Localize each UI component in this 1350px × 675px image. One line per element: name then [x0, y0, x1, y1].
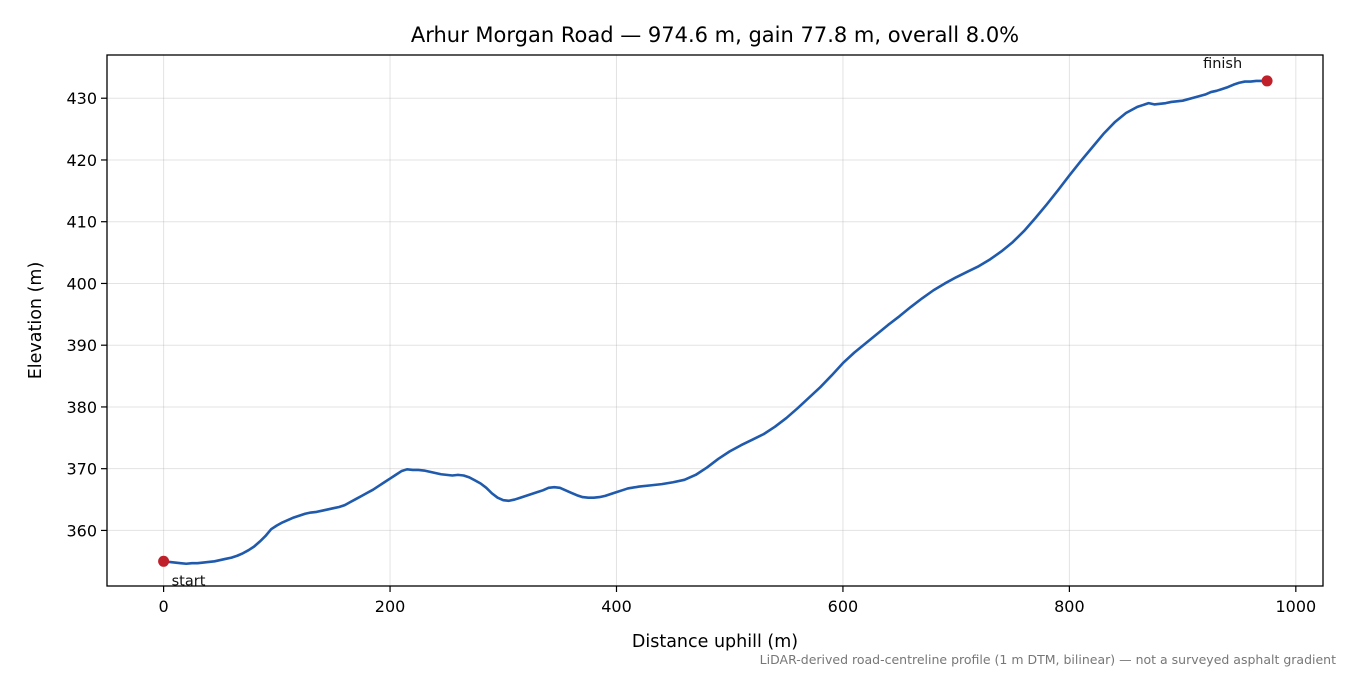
y-tick-label: 400 [66, 274, 97, 293]
start-annotation: start [172, 573, 206, 589]
plot-area-frame [106, 54, 1324, 587]
y-tick-label: 410 [66, 213, 97, 232]
x-tick-label: 1000 [1275, 597, 1316, 616]
x-axis-ticks: 0 200 400 600 800 1000 [159, 586, 1316, 616]
y-tick-label: 430 [66, 89, 97, 108]
x-tick-label: 0 [159, 597, 169, 616]
y-tick-label: 380 [66, 398, 97, 417]
x-tick-label: 600 [828, 597, 859, 616]
finish-annotation: finish [1203, 56, 1242, 72]
y-tick-label: 360 [66, 521, 97, 540]
x-tick-label: 200 [375, 597, 406, 616]
elevation-line [162, 79, 1269, 566]
x-axis-label: Distance uphill (m) [632, 632, 798, 652]
y-axis-label: Elevation (m) [26, 262, 46, 380]
start-marker [158, 555, 170, 567]
footnote: LiDAR-derived road-centreline profile (1… [760, 652, 1336, 667]
x-tick-label: 800 [1054, 597, 1085, 616]
y-tick-label: 390 [66, 336, 97, 355]
grid [107, 55, 1323, 586]
y-tick-label: 370 [66, 460, 97, 479]
x-tick-label: 400 [601, 597, 632, 616]
y-axis-ticks: 360 370 380 390 400 410 420 430 [66, 89, 107, 540]
finish-marker [1261, 75, 1273, 87]
chart-title: Arhur Morgan Road — 974.6 m, gain 77.8 m… [411, 23, 1019, 47]
y-tick-label: 420 [66, 151, 97, 170]
